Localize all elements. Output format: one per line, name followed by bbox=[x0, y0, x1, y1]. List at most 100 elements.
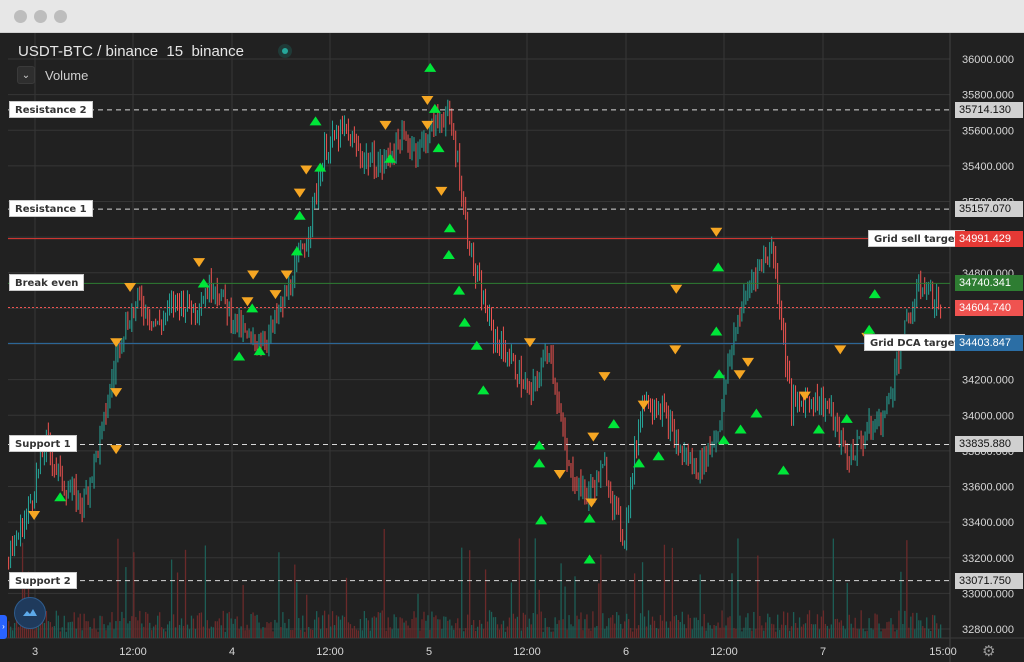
volume-bar bbox=[314, 619, 316, 638]
volume-bar bbox=[310, 629, 312, 638]
volume-bar bbox=[794, 622, 797, 638]
volume-bar bbox=[21, 542, 24, 638]
sell-marker bbox=[193, 258, 206, 268]
volume-bar bbox=[304, 631, 306, 638]
volume-bar bbox=[741, 631, 743, 638]
volume-bar bbox=[578, 619, 580, 638]
volume-bar bbox=[596, 625, 598, 638]
volume-bar bbox=[437, 619, 439, 638]
buy-marker bbox=[458, 317, 471, 327]
volume-bar bbox=[729, 616, 731, 638]
sell-marker bbox=[733, 370, 746, 380]
volume-bar bbox=[665, 621, 668, 638]
price-axis-tag: 33071.750 bbox=[955, 572, 1023, 589]
volume-bar bbox=[606, 626, 608, 638]
volume-bar bbox=[598, 583, 600, 638]
volume-bar bbox=[677, 619, 679, 638]
volume-bar bbox=[419, 630, 421, 638]
volume-bar bbox=[508, 617, 511, 638]
volume-bar bbox=[673, 616, 676, 638]
chevron-down-icon[interactable]: ⌄ bbox=[17, 66, 35, 84]
volume-bar bbox=[544, 618, 546, 638]
volume-bar bbox=[345, 577, 348, 638]
volume-bar bbox=[476, 626, 479, 638]
volume-bar bbox=[234, 618, 236, 638]
volume-bar bbox=[367, 620, 369, 638]
volume-bar bbox=[512, 613, 515, 638]
volume-bar bbox=[180, 618, 183, 638]
x-tick-label: 6 bbox=[623, 646, 629, 658]
volume-bar bbox=[691, 629, 693, 638]
window-minimize-button[interactable] bbox=[34, 10, 47, 23]
volume-bar bbox=[904, 610, 906, 638]
window-close-button[interactable] bbox=[14, 10, 27, 23]
volume-bar bbox=[403, 622, 405, 638]
volume-bar bbox=[473, 620, 475, 638]
volume-bar bbox=[755, 628, 757, 638]
volume-bar bbox=[866, 630, 868, 638]
volume-bar bbox=[371, 617, 373, 638]
volume-bar bbox=[359, 619, 362, 638]
volume-bar bbox=[127, 623, 129, 638]
volume-bar bbox=[580, 612, 582, 638]
volume-bar bbox=[626, 613, 628, 638]
volume-bar bbox=[59, 631, 61, 638]
volume-bar bbox=[689, 617, 691, 638]
buy-marker bbox=[840, 413, 853, 423]
buy-marker bbox=[432, 143, 445, 153]
chart-area[interactable] bbox=[0, 33, 1024, 662]
volume-bar bbox=[457, 618, 459, 638]
volume-bar bbox=[663, 544, 666, 638]
volume-bar bbox=[196, 615, 199, 638]
volume-bar bbox=[936, 623, 938, 638]
volume-bar bbox=[252, 612, 254, 638]
volume-bar bbox=[312, 629, 314, 638]
volume-bar bbox=[325, 628, 328, 638]
volume-bar bbox=[393, 614, 395, 638]
window-maximize-button[interactable] bbox=[54, 10, 67, 23]
volume-bar bbox=[745, 617, 747, 638]
buy-marker bbox=[470, 340, 483, 350]
volume-bar bbox=[788, 630, 791, 638]
volume-bar bbox=[143, 626, 145, 638]
y-tick-label: 34200.000 bbox=[962, 375, 1014, 387]
panel-toggle-handle[interactable]: › bbox=[0, 615, 7, 639]
volume-bar bbox=[294, 564, 296, 638]
volume-bar bbox=[715, 625, 717, 638]
volume-bar bbox=[624, 621, 626, 638]
volume-bar bbox=[568, 615, 570, 638]
volume-bar bbox=[882, 628, 884, 638]
buy-marker bbox=[443, 223, 456, 233]
volume-bar bbox=[105, 630, 107, 638]
sell-marker bbox=[269, 290, 282, 300]
volume-bar bbox=[198, 612, 201, 638]
volume-bar bbox=[155, 624, 157, 638]
volume-bar bbox=[800, 626, 803, 638]
volume-bar bbox=[149, 622, 151, 638]
buy-marker bbox=[246, 303, 259, 313]
volume-bar bbox=[898, 610, 900, 638]
volume-bar bbox=[184, 549, 187, 638]
volume-bar bbox=[264, 627, 266, 638]
volume-bar bbox=[504, 631, 507, 638]
volume-bar bbox=[284, 622, 286, 638]
buy-marker bbox=[632, 458, 645, 468]
volume-bar bbox=[635, 628, 638, 638]
volume-bar bbox=[500, 624, 503, 638]
tradingview-cloud-icon[interactable] bbox=[14, 597, 46, 629]
volume-bar bbox=[141, 623, 143, 638]
buy-marker bbox=[717, 435, 730, 445]
volume-bar bbox=[721, 610, 723, 638]
volume-bar bbox=[914, 629, 916, 638]
buy-marker bbox=[314, 162, 327, 172]
buy-marker bbox=[710, 326, 723, 336]
volume-bar bbox=[808, 610, 811, 638]
volume-bar bbox=[381, 610, 383, 638]
y-tick-label: 33600.000 bbox=[962, 482, 1014, 494]
volume-bar bbox=[83, 613, 85, 638]
volume-bar bbox=[471, 625, 473, 638]
buy-marker bbox=[428, 103, 441, 113]
volume-bar bbox=[685, 628, 687, 638]
gear-icon[interactable]: ⚙ bbox=[982, 643, 996, 660]
